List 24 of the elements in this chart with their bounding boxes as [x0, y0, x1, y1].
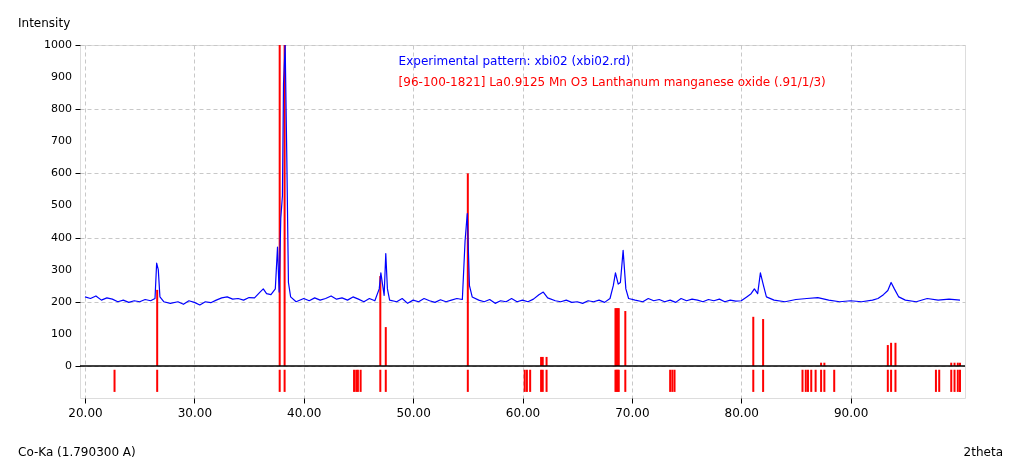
y-tick-label: 900 [51, 70, 72, 84]
text: [96-100-1821] La0.9125 Mn O3 Lanthanum manganese oxide (.91/1/3) [398, 75, 826, 89]
y-tick-label: 1000 [44, 38, 72, 51]
y-tick-label: 800 [51, 102, 72, 116]
x-tick-label: 90.00 [833, 405, 869, 420]
y-tick-label: 200 [51, 294, 72, 308]
text: Experimental pattern: xbi02 (xbi02.rd) [398, 54, 631, 68]
y-tick-label: 400 [51, 230, 72, 244]
text: Co-Ka (1.790300 A) [18, 445, 136, 459]
y-tick-label: 0 [65, 358, 72, 372]
y-tick-label: 100 [51, 326, 72, 340]
x-tick-label: 80.00 [724, 405, 759, 420]
y-axis-title: Intensity [18, 16, 71, 30]
x-tick-label: 40.00 [287, 405, 322, 420]
y-tick-label: 700 [51, 134, 72, 148]
y-tick-label: 500 [51, 198, 72, 212]
y-tick-label: 600 [51, 166, 72, 180]
x-tick-label: 50.00 [396, 405, 431, 420]
x-tick-label: 30.00 [177, 405, 213, 420]
x-tick-label: 60.00 [505, 405, 541, 420]
x-axis-title: 2theta [963, 445, 1003, 459]
x-tick-label: 70.00 [615, 405, 650, 420]
y-tick-label: 300 [51, 262, 72, 276]
x-tick-label: 20.00 [68, 405, 103, 420]
